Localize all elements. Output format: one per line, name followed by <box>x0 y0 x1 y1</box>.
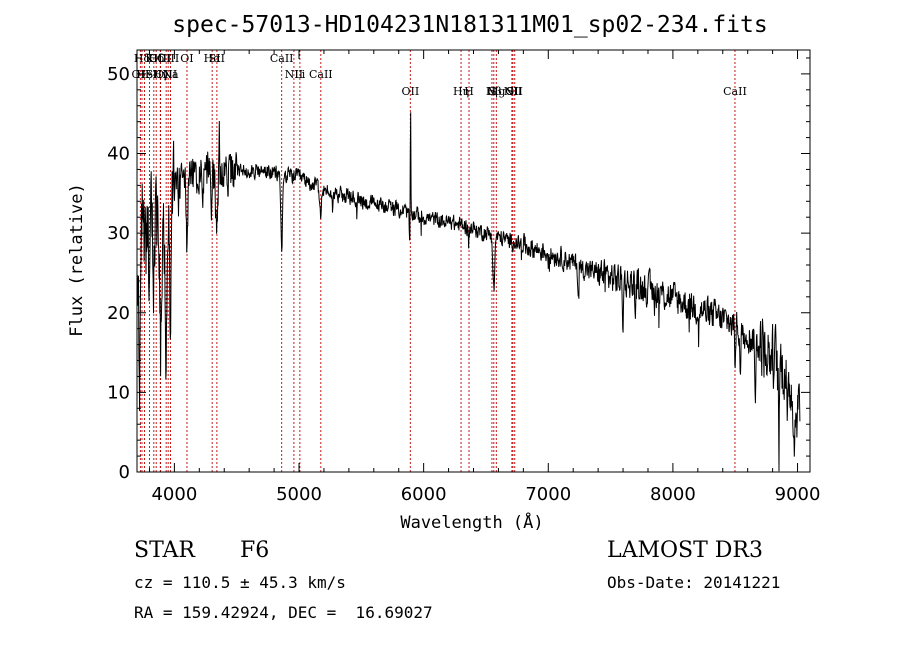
line-marker-label: H <box>464 85 474 98</box>
y-tick-label: 40 <box>107 144 130 165</box>
y-tick-label: 10 <box>107 382 130 403</box>
redshift-text: cz = 110.5 ± 45.3 km/s <box>134 573 346 592</box>
line-marker-label: K <box>145 52 154 65</box>
x-tick-label: 9000 <box>775 484 821 505</box>
line-marker-label: SII <box>209 52 225 65</box>
y-tick-label: 50 <box>107 64 130 85</box>
line-marker-label: Hγ <box>152 68 169 81</box>
x-tick-label: 7000 <box>525 484 571 505</box>
x-tick-label: 5000 <box>276 484 322 505</box>
line-marker-label: Na <box>162 68 179 81</box>
line-marker-label: Hη <box>453 85 469 98</box>
line-marker-label: G <box>488 85 497 98</box>
x-axis-label: Wavelength (Å) <box>400 511 543 533</box>
line-marker-label: OII <box>401 85 419 98</box>
y-tick-label: 20 <box>107 303 130 324</box>
line-marker-group <box>139 50 736 472</box>
obs-date: Obs-Date: 20141221 <box>607 573 781 592</box>
line-marker-label: SII <box>146 68 162 81</box>
line-marker-label: Hα <box>204 52 222 65</box>
line-marker-label: OI <box>180 52 193 65</box>
chart-title: spec-57013-HD104231N181311M01_sp02-234.f… <box>172 12 767 38</box>
survey-name: LAMOST DR3 <box>607 538 763 563</box>
coordinates: RA = 159.42924, DEC = 16.69027 <box>134 603 433 622</box>
line-marker-label: CaII <box>270 52 294 65</box>
plot-frame <box>136 49 811 473</box>
line-marker-label: OI <box>505 85 518 98</box>
line-marker-label: Hδ <box>148 52 165 65</box>
line-marker-label: OII <box>132 68 150 81</box>
x-tick-label: 6000 <box>401 484 447 505</box>
x-tick-label: 4000 <box>151 484 197 505</box>
line-marker-label: Li <box>294 68 305 81</box>
x-tick-label: 8000 <box>650 484 696 505</box>
y-tick-label: 30 <box>107 223 130 244</box>
line-marker-label: OIII <box>149 52 171 65</box>
spectrum-line <box>136 112 801 472</box>
line-marker-label: SII <box>507 85 523 98</box>
line-marker-label: Hβ <box>486 85 502 98</box>
line-marker-label: Hδ <box>134 52 151 65</box>
line-marker-label: CaII <box>309 68 333 81</box>
line-marker-label: Mg <box>487 85 505 98</box>
y-tick-label: 0 <box>119 462 130 483</box>
line-marker-label: NII <box>285 68 303 81</box>
line-marker-label: NII <box>504 85 522 98</box>
line-marker-label: CaII <box>723 85 747 98</box>
object-class: STAR <box>134 538 195 563</box>
line-marker-label: OIII <box>155 68 177 81</box>
x-axis: 4000 5000 6000 7000 8000 9000 <box>148 50 821 505</box>
line-marker-label: OIII <box>157 52 179 65</box>
line-marker-label: He <box>136 68 152 81</box>
spectral-subclass: F6 <box>240 538 270 563</box>
y-axis-label: Flux (relative) <box>67 183 87 337</box>
y-axis: 0 10 20 30 40 50 <box>107 57 810 483</box>
